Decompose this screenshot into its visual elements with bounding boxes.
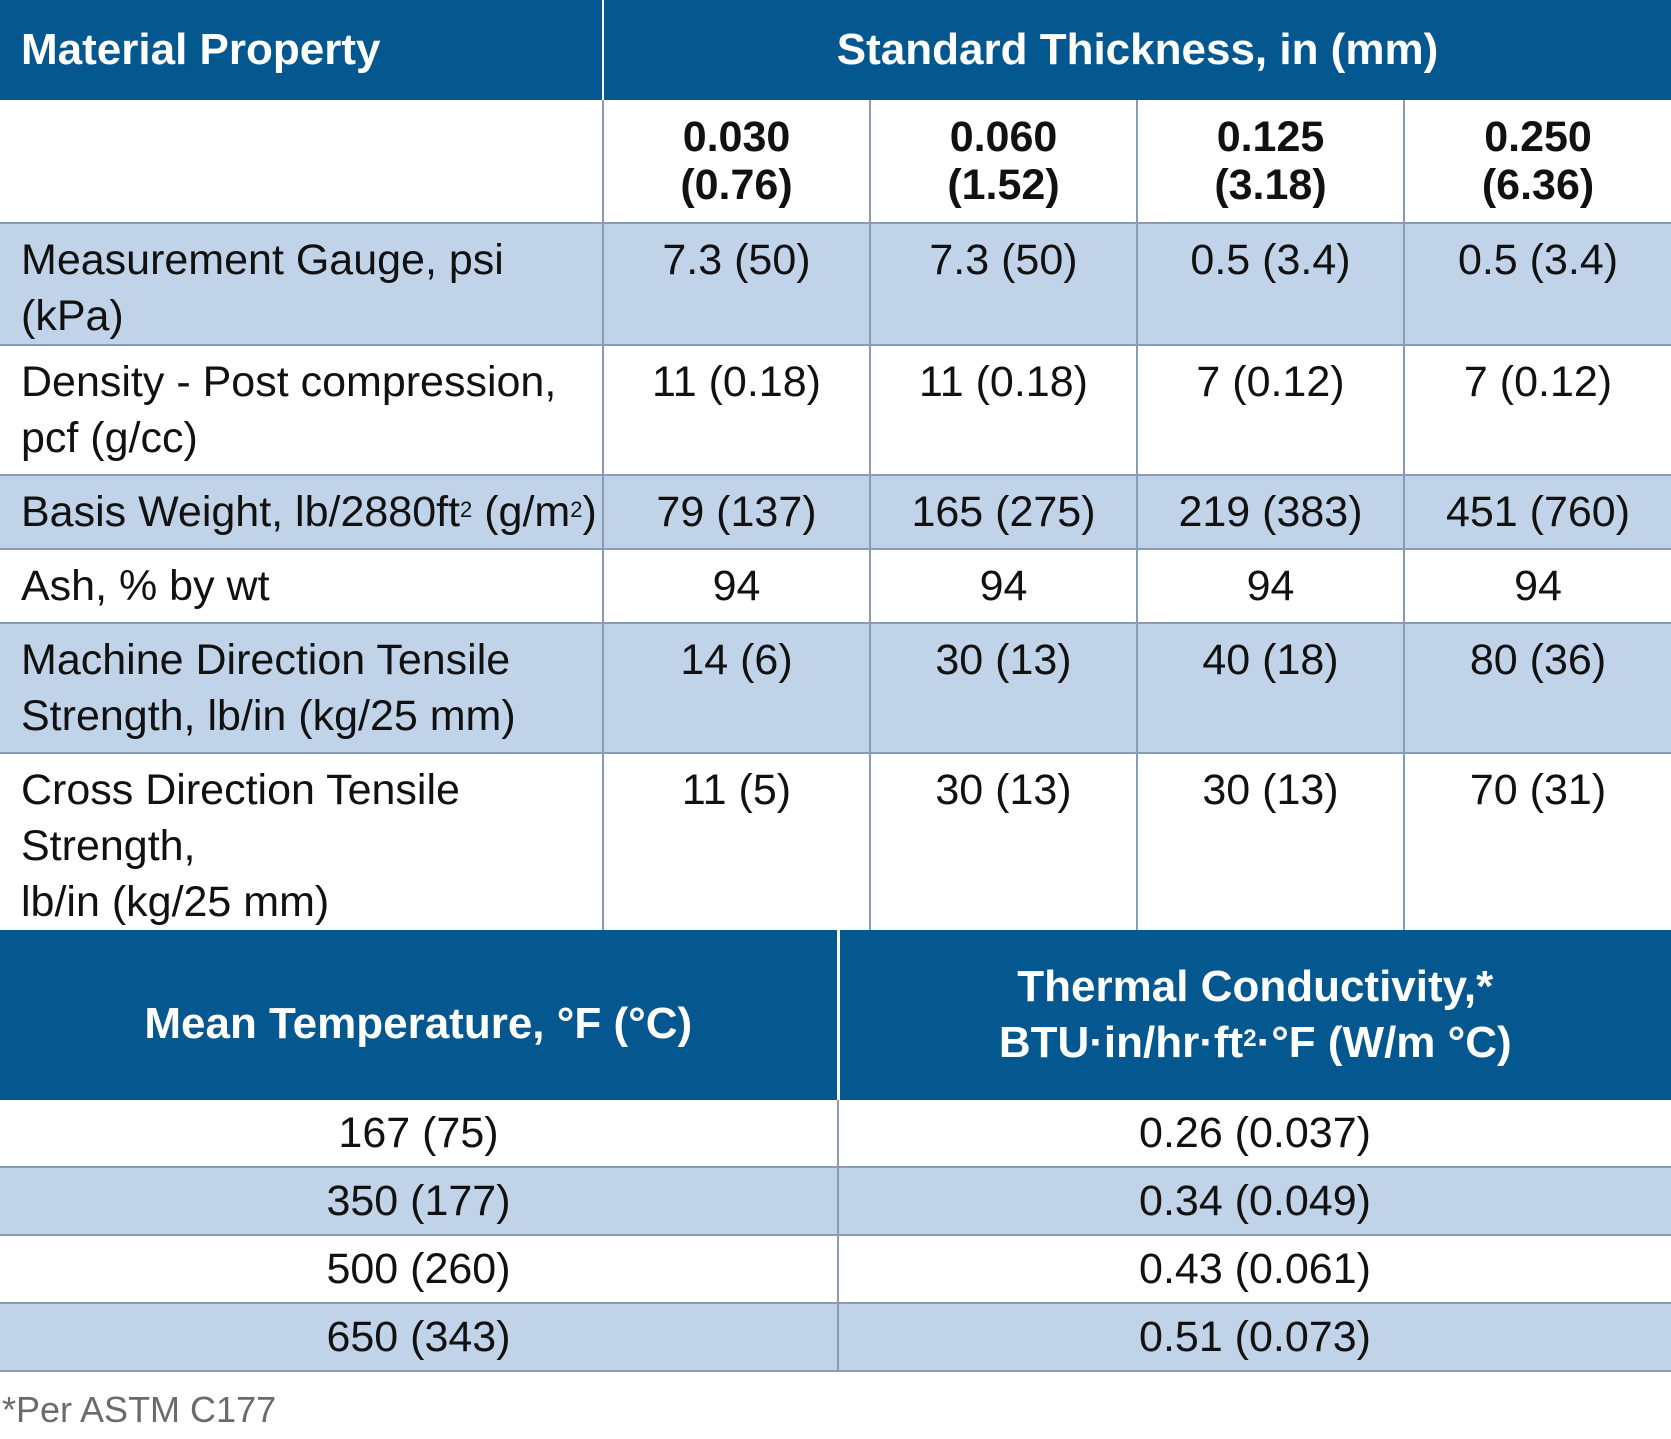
thickness-cell: 0.030 (0.76): [603, 100, 871, 224]
table-cell: 0.26 (0.037): [838, 1100, 1671, 1168]
table-cell: 0.51 (0.073): [838, 1303, 1671, 1372]
row-label: Density - Post compression, pcf (g/cc): [0, 345, 604, 476]
thickness-mm: (3.18): [1214, 161, 1327, 209]
table-cell: 451 (760): [1404, 475, 1671, 550]
thickness-cell: 0.125 (3.18): [1137, 100, 1405, 224]
table-row: Density - Post compression, pcf (g/cc) 11…: [0, 345, 1671, 476]
table-header-row: Material Property Standard Thickness, in…: [0, 0, 1671, 100]
thickness-cell: 0.250 (6.36): [1404, 100, 1671, 224]
thickness-mm: (6.36): [1481, 161, 1595, 209]
table-cell: 70 (31): [1404, 753, 1671, 932]
table-cell: 11 (5): [603, 753, 871, 932]
row-label-line: Density - Post compression,: [21, 358, 557, 406]
thickness-in: 0.125: [1216, 113, 1325, 161]
thickness-mm: (0.76): [680, 161, 793, 209]
table-cell: 94: [603, 549, 871, 624]
table-cell: 7.3 (50): [870, 223, 1138, 346]
table-cell: 0.34 (0.049): [838, 1167, 1671, 1236]
table-cell: 79 (137): [603, 475, 871, 550]
table-row: Measurement Gauge, psi (kPa) 7.3 (50) 7.…: [0, 223, 1671, 346]
header-text-part: BTU·in/hr·ft: [998, 1018, 1244, 1067]
table-cell: 7 (0.12): [1137, 345, 1405, 476]
row-label-line: Strength, lb/in (kg/25 mm): [21, 692, 516, 740]
table-cell: 350 (177): [0, 1167, 839, 1236]
table-row: Basis Weight, lb/2880ft2 (g/m2) 79 (137)…: [0, 475, 1671, 550]
thermal-conductivity-table: Mean Temperature, °F (°C) Thermal Conduc…: [0, 930, 1671, 1372]
row-label-line: Cross Direction Tensile Strength,: [21, 766, 460, 870]
row-label-line: lb/in (kg/25 mm): [21, 878, 330, 926]
header-standard-thickness: Standard Thickness, in (mm): [603, 0, 1671, 100]
table-row: 500 (260) 0.43 (0.061): [0, 1235, 1671, 1304]
table-row: Cross Direction Tensile Strength, lb/in (…: [0, 753, 1671, 932]
table-row: 350 (177) 0.34 (0.049): [0, 1167, 1671, 1236]
table-cell: 219 (383): [1137, 475, 1405, 550]
header-text-part: ·°F (W/m °C): [1256, 1018, 1512, 1067]
table-cell: 30 (13): [870, 623, 1138, 754]
table-cell: 30 (13): [1137, 753, 1405, 932]
row-label-part: ): [582, 488, 597, 536]
table-cell: 11 (0.18): [603, 345, 871, 476]
table-header-row: Mean Temperature, °F (°C) Thermal Conduc…: [0, 930, 1671, 1100]
table-cell: 40 (18): [1137, 623, 1405, 754]
table-cell: 7.3 (50): [603, 223, 871, 346]
row-label-part: Basis Weight, lb/2880ft: [21, 488, 461, 536]
thickness-mm: (1.52): [947, 161, 1060, 209]
row-label: Ash, % by wt: [0, 549, 604, 624]
table-cell: 94: [870, 549, 1138, 624]
table-cell: 80 (36): [1404, 623, 1671, 754]
row-label: Measurement Gauge, psi (kPa): [0, 223, 604, 346]
row-label-line: Machine Direction Tensile: [21, 636, 511, 684]
thickness-row: 0.030 (0.76) 0.060 (1.52) 0.125 (3.18) 0.25…: [0, 100, 1671, 224]
row-label-line: pcf (g/cc): [21, 414, 198, 462]
superscript: 2: [1243, 1025, 1257, 1052]
table-row: Machine Direction Tensile Strength, lb/in…: [0, 623, 1671, 754]
row-label: Machine Direction Tensile Strength, lb/in…: [0, 623, 604, 754]
table-cell: 94: [1404, 549, 1671, 624]
table-cell: 0.5 (3.4): [1404, 223, 1671, 346]
table-cell: 94: [1137, 549, 1405, 624]
table-row: 650 (343) 0.51 (0.073): [0, 1303, 1671, 1372]
table-cell: 30 (13): [870, 753, 1138, 932]
header-text: Thermal Conductivity,*: [1017, 962, 1494, 1011]
table-cell: 650 (343): [0, 1303, 839, 1372]
thickness-in: 0.030: [682, 113, 791, 161]
table-cell: 14 (6): [603, 623, 871, 754]
row-label: Basis Weight, lb/2880ft2 (g/m2): [0, 475, 604, 550]
material-property-table: Material Property Standard Thickness, in…: [0, 0, 1671, 932]
empty-cell: [0, 100, 604, 224]
header-text: Mean Temperature, °F (°C): [144, 999, 693, 1048]
table-cell: 500 (260): [0, 1235, 839, 1304]
thickness-in: 0.250: [1484, 113, 1592, 161]
thickness-cell: 0.060 (1.52): [870, 100, 1138, 224]
header-material-property: Material Property: [0, 0, 604, 100]
row-label: Cross Direction Tensile Strength, lb/in (…: [0, 753, 604, 932]
table-row: 167 (75) 0.26 (0.037): [0, 1100, 1671, 1168]
superscript: 2: [570, 497, 583, 522]
table-cell: 165 (275): [870, 475, 1138, 550]
header-mean-temperature: Mean Temperature, °F (°C): [0, 930, 840, 1100]
table-row: Ash, % by wt 94 94 94 94: [0, 549, 1671, 624]
header-text-units: BTU·in/hr·ft2·°F (W/m °C): [840, 1015, 1671, 1071]
table-cell: 0.43 (0.061): [838, 1235, 1671, 1304]
thickness-in: 0.060: [949, 113, 1058, 161]
table-cell: 7 (0.12): [1404, 345, 1671, 476]
superscript: 2: [460, 497, 473, 522]
table-cell: 11 (0.18): [870, 345, 1138, 476]
footnote: *Per ASTM C177: [2, 1389, 277, 1430]
row-label-part: (g/m: [472, 488, 571, 536]
table-cell: 167 (75): [0, 1100, 839, 1168]
header-thermal-conductivity: Thermal Conductivity,* BTU·in/hr·ft2·°F …: [838, 930, 1671, 1100]
table-cell: 0.5 (3.4): [1137, 223, 1405, 346]
